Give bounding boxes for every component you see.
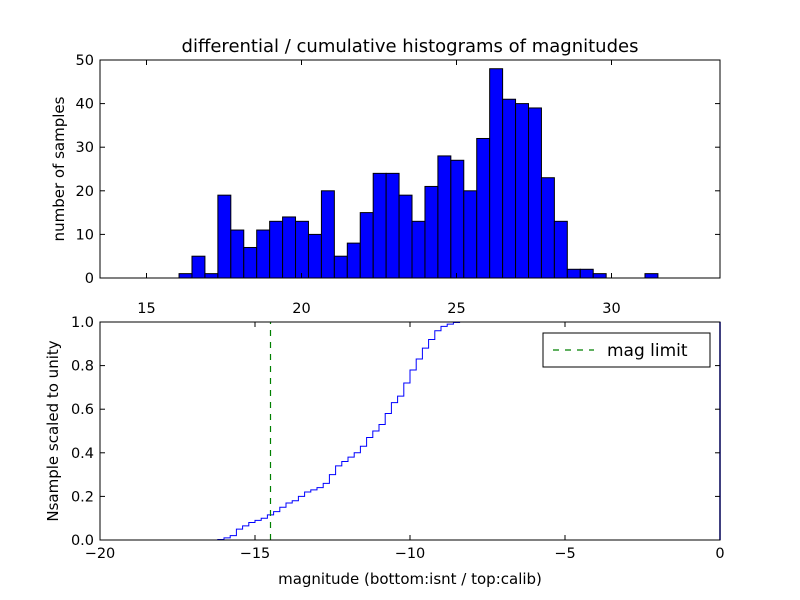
histogram-bar [191, 255, 206, 279]
x-tick-label: −20 [85, 546, 116, 562]
histogram-bar [204, 273, 219, 279]
y-tick-label: 0.8 [71, 359, 94, 375]
y-tick-label: 0.4 [71, 446, 94, 462]
x-tick-label: 15 [137, 301, 155, 317]
y-tick-label: 0.2 [71, 489, 94, 505]
histogram-frame [99, 59, 721, 279]
histogram-bar [463, 190, 478, 279]
histogram-bar [385, 172, 400, 279]
histogram-bar [346, 242, 361, 279]
y-tick-label: 0 [85, 271, 94, 287]
y-tick-label: 0.6 [71, 402, 94, 418]
histogram-bar [307, 233, 322, 279]
histogram-x-ticks: 15 20 25 30 [137, 60, 621, 317]
histogram-bar [398, 194, 413, 279]
x-tick-label: 30 [602, 301, 620, 317]
histogram-bar [333, 255, 348, 279]
histogram-bar [566, 268, 581, 279]
histogram-bar [502, 98, 517, 279]
y-tick-label: 50 [76, 53, 94, 69]
cumulative-y-ticks: 0.0 0.2 0.4 0.6 0.8 1.0 [71, 315, 720, 549]
histogram-bar [372, 172, 387, 279]
histogram-y-ticks: 0 10 20 30 40 50 [76, 53, 720, 287]
histogram-bar [320, 190, 335, 279]
histogram-bar [553, 220, 568, 279]
x-tick-label: −10 [395, 546, 426, 562]
x-tick-label: 0 [715, 546, 724, 562]
histogram-ylabel: number of samples [50, 96, 68, 241]
legend-mag-limit-label: mag limit [607, 341, 688, 361]
y-tick-label: 30 [76, 140, 94, 156]
histogram-bar [592, 273, 607, 279]
y-tick-label: 0.0 [71, 533, 94, 549]
histogram-bar [359, 212, 374, 279]
histogram-bar [644, 273, 659, 279]
cumulative-frame [99, 321, 721, 541]
x-tick-label: −5 [554, 546, 575, 562]
histogram-bar [217, 194, 232, 279]
y-tick-label: 10 [76, 227, 94, 243]
y-tick-label: 20 [76, 184, 94, 200]
x-tick-label: −15 [240, 546, 271, 562]
histogram-bar [489, 68, 504, 279]
histogram-bar [178, 273, 193, 279]
y-tick-label: 40 [76, 97, 94, 113]
histogram-bar [540, 177, 555, 279]
histogram-bar [476, 137, 491, 279]
histogram-bar [269, 220, 284, 279]
histogram-bar [243, 246, 258, 279]
cumulative-panel: magnitude (bottom:isnt / top:calib) Nsam… [44, 315, 725, 588]
histogram-bar [515, 103, 529, 279]
x-tick-label: 20 [292, 301, 310, 317]
cumulative-ylabel: Nsample scaled to unity [44, 340, 62, 521]
histogram-bar [282, 216, 297, 279]
histogram-bar [230, 229, 245, 279]
histogram-bar [450, 159, 465, 279]
cumulative-step-line [100, 321, 720, 541]
histogram-bars [178, 68, 659, 279]
histogram-bar [528, 107, 542, 279]
y-tick-label: 1.0 [71, 315, 94, 331]
histogram-bar [411, 220, 426, 279]
cumulative-xlabel: magnitude (bottom:isnt / top:calib) [278, 570, 542, 588]
histogram-bar [424, 185, 439, 279]
legend: mag limit [542, 332, 711, 368]
histogram-panel: differential / cumulative histograms of … [50, 36, 721, 317]
histogram-bar [256, 229, 271, 279]
histogram-bar [437, 155, 452, 279]
histogram-title: differential / cumulative histograms of … [182, 36, 639, 57]
x-tick-label: 25 [447, 301, 465, 317]
histogram-bar [579, 268, 594, 279]
histogram-bar [295, 220, 309, 279]
